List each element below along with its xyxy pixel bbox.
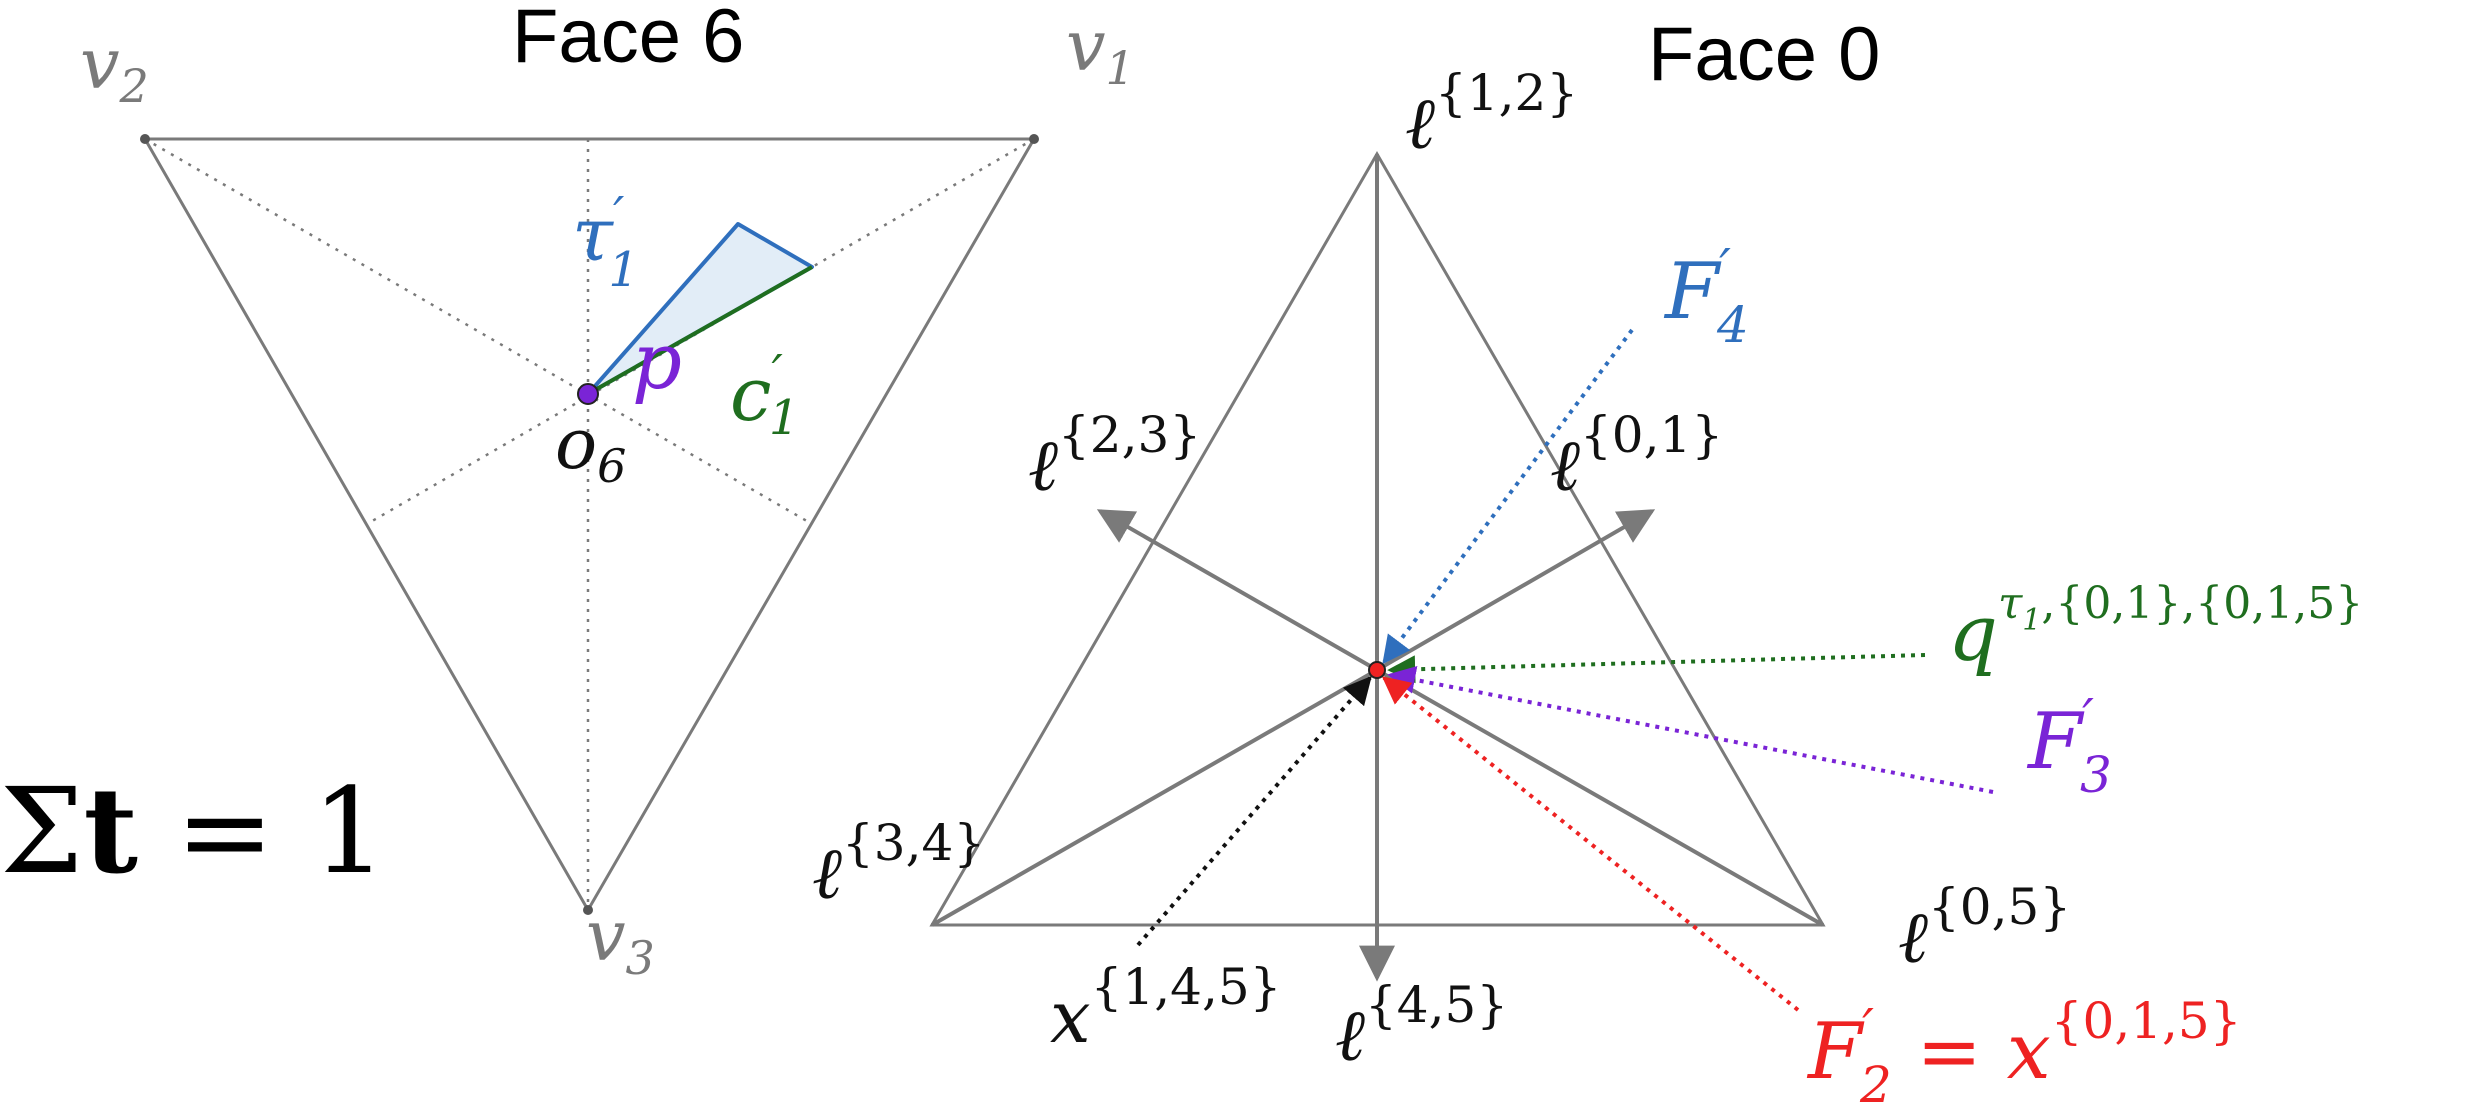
arrow-l23 <box>1096 509 1378 672</box>
vertex-v1-dot <box>1029 134 1039 144</box>
face6-title: Face 6 <box>512 0 744 79</box>
label-tau1: τ′ 1 <box>572 186 639 298</box>
face6-group: Face 6 v2 v1 v3 o6 τ′ 1 p c′ 1 <box>80 0 1135 985</box>
face6-triangle <box>142 137 1037 914</box>
label-F4: F′ 4 <box>1663 239 1749 354</box>
label-p: p <box>632 317 682 407</box>
label-v3: v3 <box>586 895 655 985</box>
label-l45: ℓ{4,5} <box>1335 976 1508 1077</box>
arrow-q <box>1387 653 1926 684</box>
point-p <box>577 383 599 405</box>
label-l05: ℓ{0,5} <box>1898 878 2071 979</box>
face0-title: Face 0 <box>1648 12 1880 97</box>
label-l01: ℓ{0,1} <box>1550 406 1723 507</box>
arrow-x145 <box>1136 675 1372 947</box>
label-x145: x{1,4,5} <box>1050 958 1281 1059</box>
arrow-F3 <box>1387 666 1994 794</box>
c1-edge <box>587 265 813 396</box>
label-q: qτ1,{0,1},{0,1,5} <box>1948 578 2363 679</box>
label-l23: ℓ{2,3} <box>1028 406 1201 507</box>
label-v1: v1 <box>1066 5 1135 95</box>
vertex-v3-dot <box>583 905 593 915</box>
face6-medians <box>144 137 1035 910</box>
label-l12: ℓ{1,2} <box>1405 64 1578 165</box>
label-v2: v2 <box>80 23 149 113</box>
label-c1: c′ 1 <box>730 344 799 446</box>
face0-group: Face 0 ℓ{1,2} ℓ{2,3} ℓ{0,1} ℓ{3,4} ℓ{0,5… <box>812 12 2363 1107</box>
label-F3: F′ 3 <box>2026 689 2112 804</box>
vertex-v2-dot <box>140 134 150 144</box>
label-o6: o6 <box>555 403 626 493</box>
label-l34: ℓ{3,4} <box>812 814 985 915</box>
point-center-face0 <box>1368 661 1386 679</box>
arrow-l01 <box>1375 509 1656 672</box>
arrow-F2 <box>1381 676 1800 1012</box>
label-F2: F′ 2 = x{0,1,5} <box>1806 992 2242 1107</box>
sum-equation: Σt = 1 <box>0 761 387 900</box>
face0-medians <box>931 154 1824 927</box>
